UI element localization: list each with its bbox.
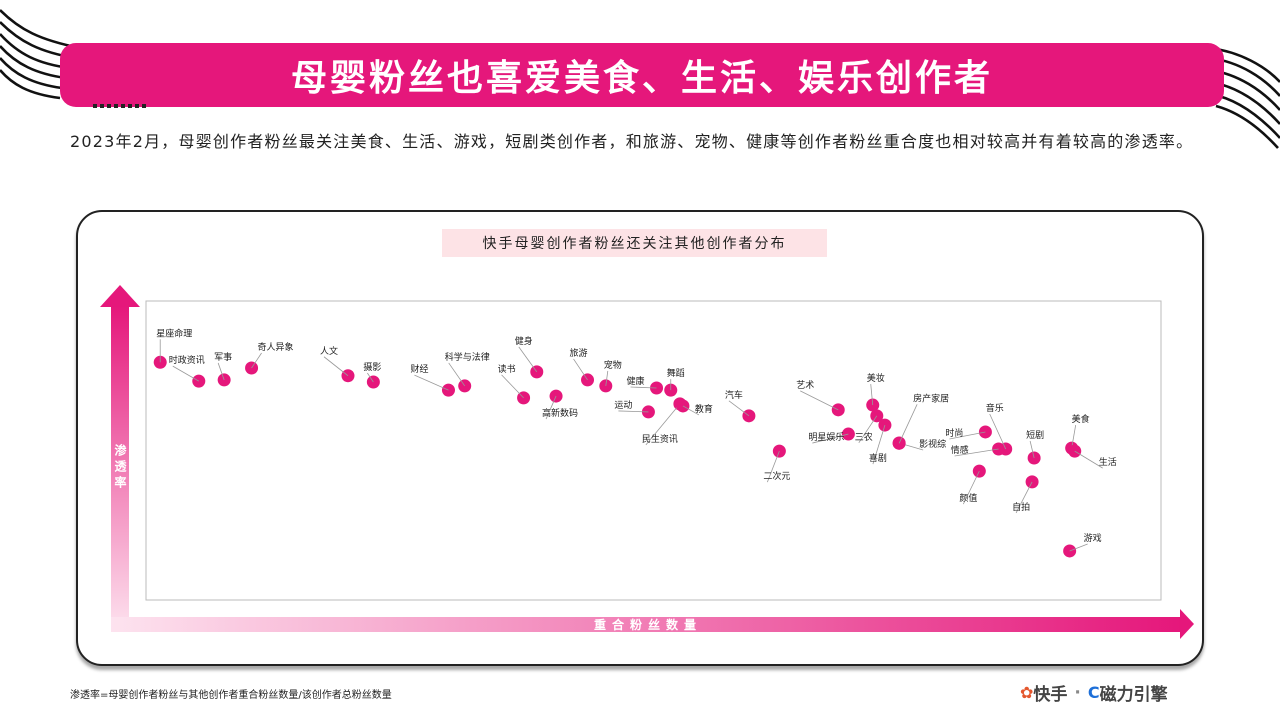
point-leader-line	[989, 413, 1007, 450]
point-leader-line	[1071, 425, 1077, 449]
point-leader-line	[448, 362, 466, 387]
point-label: 美食	[1072, 413, 1090, 425]
point-leader-line	[870, 384, 874, 406]
point-label: 时政资讯	[169, 354, 205, 366]
point-label: 健身	[515, 335, 533, 347]
point-leader-line	[630, 386, 657, 389]
plot-area-frame	[145, 300, 1162, 601]
point-label: 生活	[1099, 456, 1117, 468]
point-leader-line	[1029, 440, 1035, 459]
cili-brand: 磁力引擎	[1099, 685, 1168, 705]
point-label: 音乐	[986, 402, 1004, 414]
cili-logo-icon: C	[1087, 683, 1100, 702]
point-leader-line	[800, 390, 839, 411]
point-leader-line	[323, 356, 349, 377]
point-label: 奇人异象	[258, 341, 294, 353]
point-label: 舞蹈	[667, 368, 685, 379]
point-label: 摄影	[363, 361, 381, 373]
brand-logos: ✿ 快手 · C 磁力引擎	[1020, 680, 1168, 706]
point-label: 时尚	[945, 427, 963, 439]
point-leader-line	[1015, 481, 1033, 514]
point-label: 健康	[627, 375, 645, 387]
point-leader-line	[898, 404, 918, 444]
kuaishou-brand: 快手	[1033, 685, 1068, 705]
point-leader-line	[949, 431, 986, 440]
point-leader-line	[618, 410, 649, 413]
point-leader-line	[217, 362, 225, 381]
point-label: 自拍	[1012, 501, 1030, 513]
point-label: 民生资讯	[642, 433, 678, 445]
point-leader-line	[682, 405, 700, 416]
point-leader-line	[1069, 543, 1088, 552]
x-axis-bar	[111, 617, 1181, 632]
kuaishou-logo-icon: ✿	[1020, 683, 1034, 702]
point-leader-line	[954, 448, 999, 457]
point-label: 情感	[951, 444, 969, 456]
point-leader-line	[367, 372, 374, 383]
point-leader-line	[858, 415, 878, 444]
y-axis-arrowhead	[100, 285, 140, 307]
point-label: 明星娱乐	[808, 431, 844, 443]
point-leader-line	[872, 424, 886, 465]
point-leader-line	[518, 346, 538, 373]
title-dotted-underline	[93, 104, 149, 108]
point-label: 汽车	[725, 389, 743, 401]
point-label: 艺术	[796, 379, 814, 391]
point-leader-line	[645, 403, 681, 446]
page-title-banner: 母婴粉丝也喜爱美食、生活、娱乐创作者	[60, 43, 1224, 107]
point-leader-line	[605, 370, 609, 386]
point-label: 影视综	[919, 438, 946, 450]
point-label: 军事	[214, 351, 232, 363]
x-axis-arrowhead	[1180, 609, 1194, 639]
point-leader-line	[414, 374, 449, 391]
point-label: 人文	[320, 345, 338, 357]
point-leader-line	[573, 358, 588, 381]
point-label: 宠物	[604, 359, 622, 371]
page-description: 2023年2月，母婴创作者粉丝最关注美食、生活、游戏，短剧类创作者，和旅游、宠物…	[70, 132, 1194, 151]
point-label: 短剧	[1026, 429, 1044, 441]
point-leader-line	[766, 450, 780, 483]
point-label: 颜值	[959, 492, 977, 504]
point-label: 房产家居	[913, 392, 949, 404]
point-leader-line	[251, 352, 262, 369]
point-leader-line	[172, 365, 199, 382]
y-axis-bar	[111, 306, 129, 632]
point-label: 旅游	[570, 347, 588, 359]
point-leader-line	[501, 374, 524, 399]
point-label: 读书	[498, 363, 516, 375]
footnote: 渗透率=母婴创作者粉丝与其他创作者重合粉丝数量/该创作者总粉丝数量	[70, 690, 392, 701]
point-label: 游戏	[1084, 532, 1102, 544]
x-axis-title: 重合粉丝数量	[594, 617, 702, 632]
point-leader-line	[1074, 450, 1103, 469]
chart-card	[76, 210, 1204, 666]
point-label: 星座命理	[156, 327, 192, 339]
point-leader-line	[812, 433, 849, 444]
point-label: 财经	[410, 363, 428, 375]
brand-separator: ·	[1074, 682, 1081, 703]
point-leader-line	[962, 470, 980, 505]
point-leader-line	[545, 395, 557, 420]
page-title: 母婴粉丝也喜爱美食、生活、娱乐创作者	[290, 57, 993, 99]
point-label: 教育	[695, 403, 713, 415]
chart-title: 快手母婴创作者粉丝还关注其他创作者分布	[442, 229, 827, 257]
point-label: 运动	[614, 400, 632, 411]
point-label: 二次元	[763, 470, 790, 482]
point-label: 喜剧	[869, 452, 887, 464]
point-label: 科学与法律	[445, 351, 490, 363]
point-label: 美妆	[867, 372, 885, 384]
point-label: 高新数码	[542, 407, 578, 419]
point-leader-line	[728, 400, 750, 417]
point-label: 三农	[855, 431, 873, 443]
y-axis-title: 渗 透 率	[113, 442, 127, 488]
